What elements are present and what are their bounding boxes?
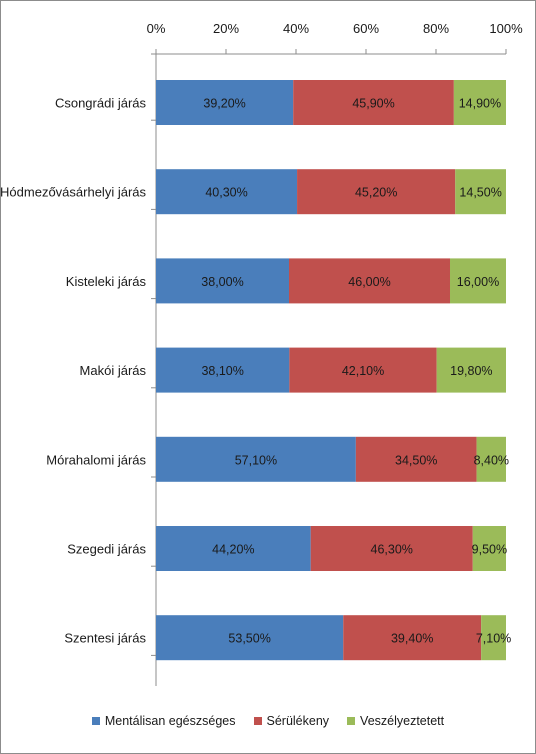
- x-tick-label: 20%: [213, 21, 239, 36]
- data-label: 34,50%: [395, 453, 437, 467]
- x-tick-label: 40%: [283, 21, 309, 36]
- data-label: 40,30%: [205, 186, 247, 200]
- x-tick-label: 100%: [489, 21, 523, 36]
- legend-item: Sérülékeny: [253, 714, 330, 728]
- bar-segment: [156, 615, 344, 661]
- data-label: 46,30%: [371, 543, 413, 557]
- bar-segment: [156, 347, 290, 393]
- bar-segment: [481, 615, 506, 661]
- bar-segment: [297, 169, 456, 215]
- legend-label: Veszélyeztetett: [360, 714, 445, 728]
- bar-segment: [472, 526, 506, 571]
- bar-segment: [476, 436, 506, 482]
- bar-segment: [310, 526, 473, 571]
- data-label: 19,80%: [450, 364, 492, 378]
- legend-swatch: [91, 717, 100, 725]
- legend-label: Sérülékeny: [266, 714, 330, 728]
- bar-segment: [156, 169, 298, 215]
- x-tick-label: 80%: [423, 21, 449, 36]
- data-label: 45,90%: [352, 97, 394, 111]
- data-label: 9,50%: [472, 543, 507, 557]
- legend-swatch: [347, 717, 356, 725]
- legend-item: Mentálisan egészséges: [91, 714, 236, 728]
- bar-segment: [156, 436, 356, 482]
- data-label: 57,10%: [235, 453, 277, 467]
- data-label: 8,40%: [474, 453, 509, 467]
- chart-legend: Mentálisan egészséges Sérülékeny Veszélyez…: [0, 708, 536, 734]
- category-label: Kisteleki járás: [66, 274, 147, 289]
- data-label: 39,40%: [391, 632, 433, 646]
- bar-segment: [453, 80, 506, 125]
- bar-segment: [436, 347, 506, 393]
- data-label: 39,20%: [203, 97, 245, 111]
- category-label: Szentesi járás: [64, 631, 146, 646]
- legend-label: Mentálisan egészséges: [104, 714, 236, 728]
- data-label: 46,00%: [348, 275, 390, 289]
- bar-segment: [289, 347, 437, 393]
- data-label: 38,10%: [201, 364, 243, 378]
- data-label: 42,10%: [342, 364, 384, 378]
- x-tick-label: 60%: [353, 21, 379, 36]
- data-label: 44,20%: [212, 543, 254, 557]
- data-label: 7,10%: [476, 632, 511, 646]
- category-label: Hódmezővásárhelyi járás: [0, 185, 146, 200]
- data-label: 14,50%: [459, 186, 501, 200]
- bar-segment: [156, 258, 289, 304]
- bar-segment: [450, 258, 506, 304]
- data-label: 38,00%: [201, 275, 243, 289]
- category-label: Szegedi járás: [67, 542, 146, 557]
- category-label: Csongrádi járás: [55, 96, 147, 111]
- bar-segment: [455, 169, 506, 215]
- bar-segment: [293, 80, 454, 125]
- bar-segment: [355, 436, 477, 482]
- data-label: 14,90%: [459, 97, 501, 111]
- x-tick-label: 0%: [147, 21, 166, 36]
- category-label: Mórahalomi járás: [46, 452, 146, 467]
- category-label: Makói járás: [80, 363, 147, 378]
- bar-segment: [289, 258, 450, 304]
- data-label: 53,50%: [228, 632, 270, 646]
- data-label: 45,20%: [355, 186, 397, 200]
- legend-item: Veszélyeztetett: [347, 714, 444, 728]
- bar-segment: [156, 80, 294, 125]
- legend-swatch: [253, 717, 262, 725]
- bar-segment: [156, 526, 311, 571]
- data-label: 16,00%: [457, 275, 499, 289]
- bar-segment: [343, 615, 482, 661]
